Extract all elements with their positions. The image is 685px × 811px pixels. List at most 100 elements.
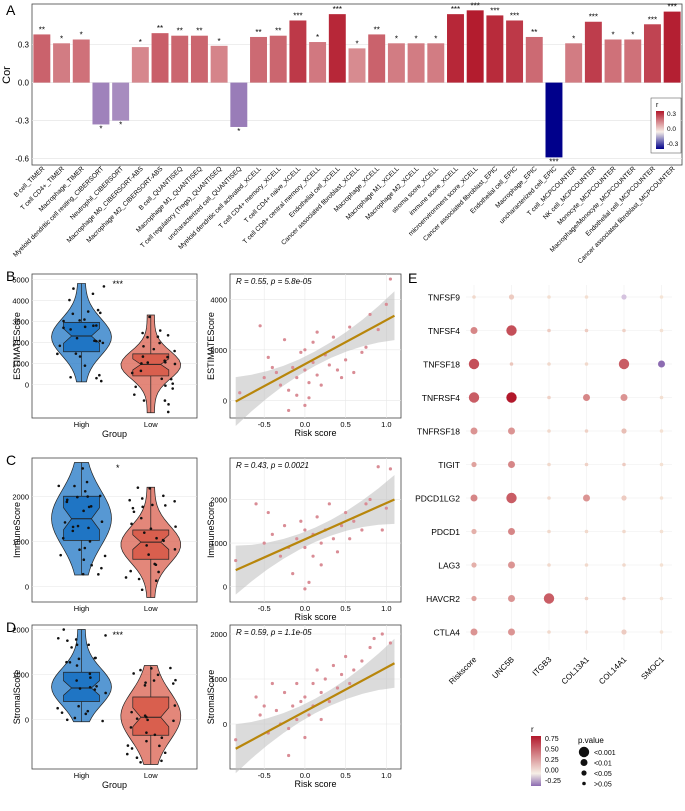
violin-point [78,355,82,358]
violin-point [171,682,175,685]
violin-frame [31,457,198,603]
scatter-point [344,654,348,659]
e-dot [547,395,551,400]
e-dot [621,294,627,300]
a-bar [525,36,543,83]
violin-point [125,752,129,756]
a-bar [663,11,681,83]
scatter-point [291,704,295,708]
e-col-label: COL13A1 [560,655,592,687]
scatter-point [295,393,299,397]
a-sig-stars: ** [177,27,183,36]
a-sig-stars: ** [275,27,281,36]
a-bar [624,39,642,83]
scatter-point [270,681,274,686]
violin-point [146,361,150,364]
violin-point [77,704,80,708]
violin-point [174,678,177,682]
e-dot [471,562,477,568]
violin-point [81,467,85,470]
violin-group-label: High [74,604,89,613]
violin-point [83,546,87,550]
e-legend-p-dot [580,759,588,766]
violin-point [166,355,169,359]
e-dot [659,395,664,400]
scatter-point [262,704,266,708]
scatter-point [339,524,344,528]
scatter-point [299,519,303,523]
scatter-point [315,515,319,519]
scatter-point [282,524,287,528]
violin-point [164,504,167,507]
violin-point [62,326,65,330]
a-legend-colorbar [656,111,664,149]
violin-point [147,553,150,556]
e-dot [584,630,589,634]
a-bar [348,48,366,83]
violin-point [95,684,98,688]
scatter-point [303,695,307,699]
e-dot [622,563,626,567]
violin-point [137,577,141,581]
scatter-xtick-label: 1.0 [381,771,391,780]
a-sig-stars: * [631,30,634,39]
violin-point [130,747,134,750]
scatter-point [331,537,336,541]
scatter-point [384,506,388,510]
violin-point [56,636,60,640]
a-bar [506,20,524,83]
e-row-label: TNFRSF4 [422,393,461,403]
violin-point [99,379,103,383]
violin-point [72,287,75,290]
violin-point [154,563,158,567]
e-dot [547,362,551,366]
e-dot [658,360,665,368]
scatter-point [376,465,380,469]
e-col-label: Riskscore [447,655,479,687]
a-bar [131,47,149,83]
violin-point [129,569,132,573]
violin-point [83,489,87,493]
violin-point [74,638,78,641]
scatter-xtick-label: -0.5 [258,604,271,613]
scatter-xtick-label: 1.0 [381,420,391,429]
violin-point [78,319,81,322]
scatter-xtick-label: 0.5 [340,420,350,429]
scatter-point [388,641,393,645]
violin-point [85,480,89,484]
violin-point [160,736,164,740]
violin-point [169,377,173,381]
violin-point [56,706,59,710]
scatter-point [278,554,283,558]
violin-point [152,347,156,351]
a-sig-stars: ** [255,28,261,37]
a-sig-stars: *** [589,13,598,22]
violin-point [140,588,144,592]
violin-point [136,486,140,489]
violin-point [100,520,104,524]
a-sig-stars: * [316,33,319,42]
violin-point [144,681,147,684]
violin-point [164,384,167,387]
violin-point [71,529,75,533]
violin-point [81,572,85,576]
panel-a: A Cor 0.30.0-0.3-0.6 *** ** **** ** ****** **… [1,1,683,265]
scatter-ytick-label: 2000 [210,346,227,355]
e-legend-r-tick: 0.50 [545,747,559,754]
violin-point [156,335,160,339]
scatter-point [360,659,364,663]
violin-point [88,672,92,676]
e-dot [543,593,555,604]
e-dot [547,295,551,299]
e-dot [584,563,589,567]
a-ytick-label: -0.3 [15,117,29,126]
violin-point [95,376,98,380]
violin-point [66,639,69,642]
e-dot [470,628,478,636]
e-dot [622,328,626,333]
scatter-point [270,532,274,536]
violin-point [139,760,142,764]
scatter-point [287,388,291,392]
scatter-point [254,695,258,699]
e-row-label: PDCD1LG2 [415,494,460,504]
